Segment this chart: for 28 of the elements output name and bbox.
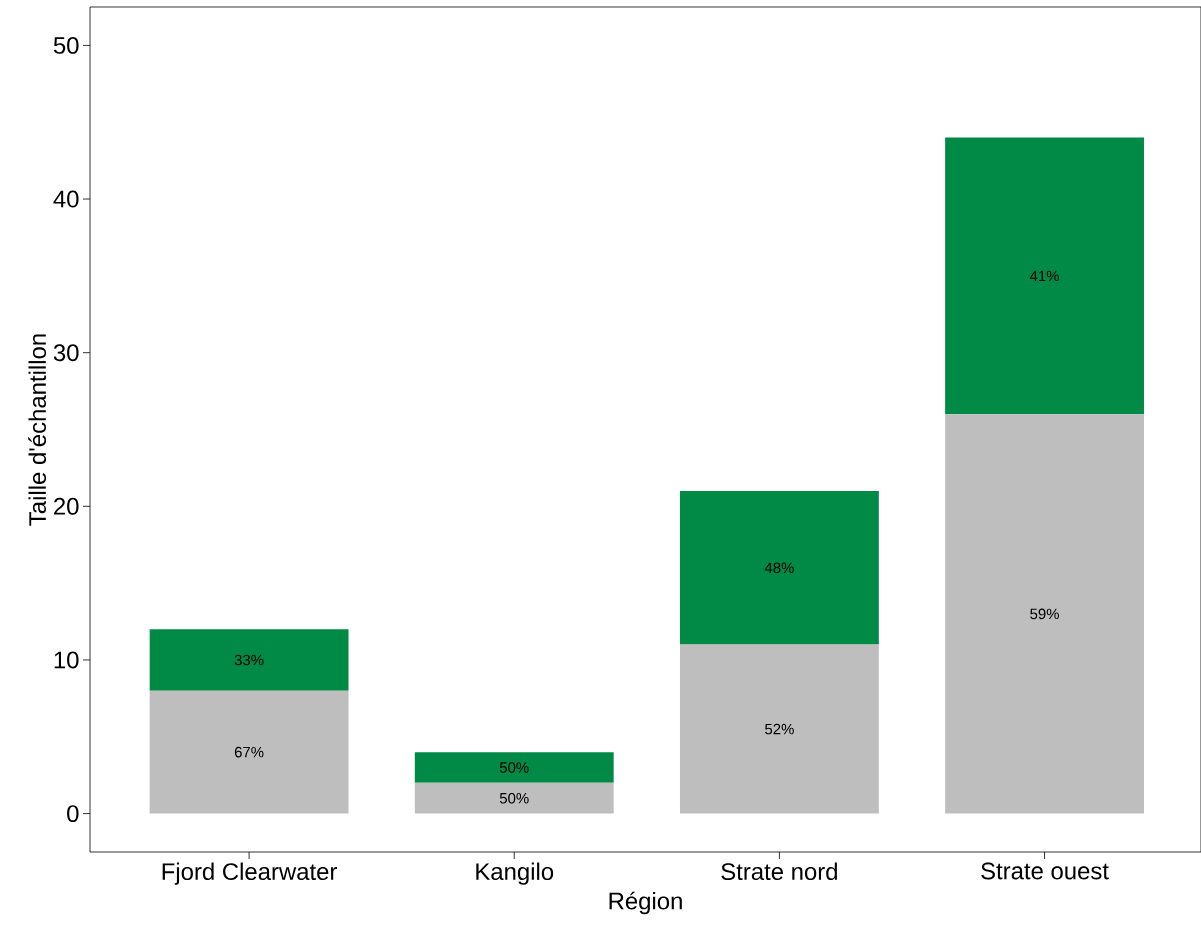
annotation: 67% [234, 746, 264, 758]
annotation: 52% [765, 723, 794, 735]
x-axis-title: Région [609, 891, 682, 915]
x-tick-label: Strate ouest [981, 862, 1109, 880]
y-tick-label: 10 [54, 651, 79, 669]
annotation: 33% [234, 654, 264, 666]
x-tick-label: Kangilo [476, 862, 554, 885]
bar [149, 690, 349, 814]
x-tick-label: Fjord Clearwater [162, 862, 337, 885]
bar [414, 782, 614, 814]
y-axis-title: Taille d'échantillon [28, 334, 47, 526]
bar [945, 414, 1144, 814]
bar [679, 490, 879, 645]
annotation: 59% [1030, 608, 1059, 620]
annotation: 41% [1029, 270, 1059, 282]
bar [414, 752, 614, 783]
annotation: 48% [764, 562, 794, 574]
x-tick-label: Strate nord [721, 862, 837, 881]
annotation: 50% [499, 792, 529, 804]
y-tick-label: 40 [53, 190, 79, 208]
y-tick-label: 30 [53, 344, 79, 362]
y-tick-label: 0 [67, 805, 79, 823]
bar [679, 644, 879, 814]
annotation: 50% [499, 762, 529, 773]
bar [945, 137, 1144, 415]
bar [149, 629, 349, 691]
y-tick-label: 50 [53, 36, 79, 54]
y-tick-label: 20 [54, 497, 79, 515]
